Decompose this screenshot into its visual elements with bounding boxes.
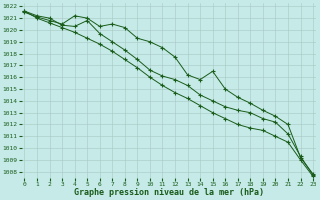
X-axis label: Graphe pression niveau de la mer (hPa): Graphe pression niveau de la mer (hPa) bbox=[74, 188, 264, 197]
